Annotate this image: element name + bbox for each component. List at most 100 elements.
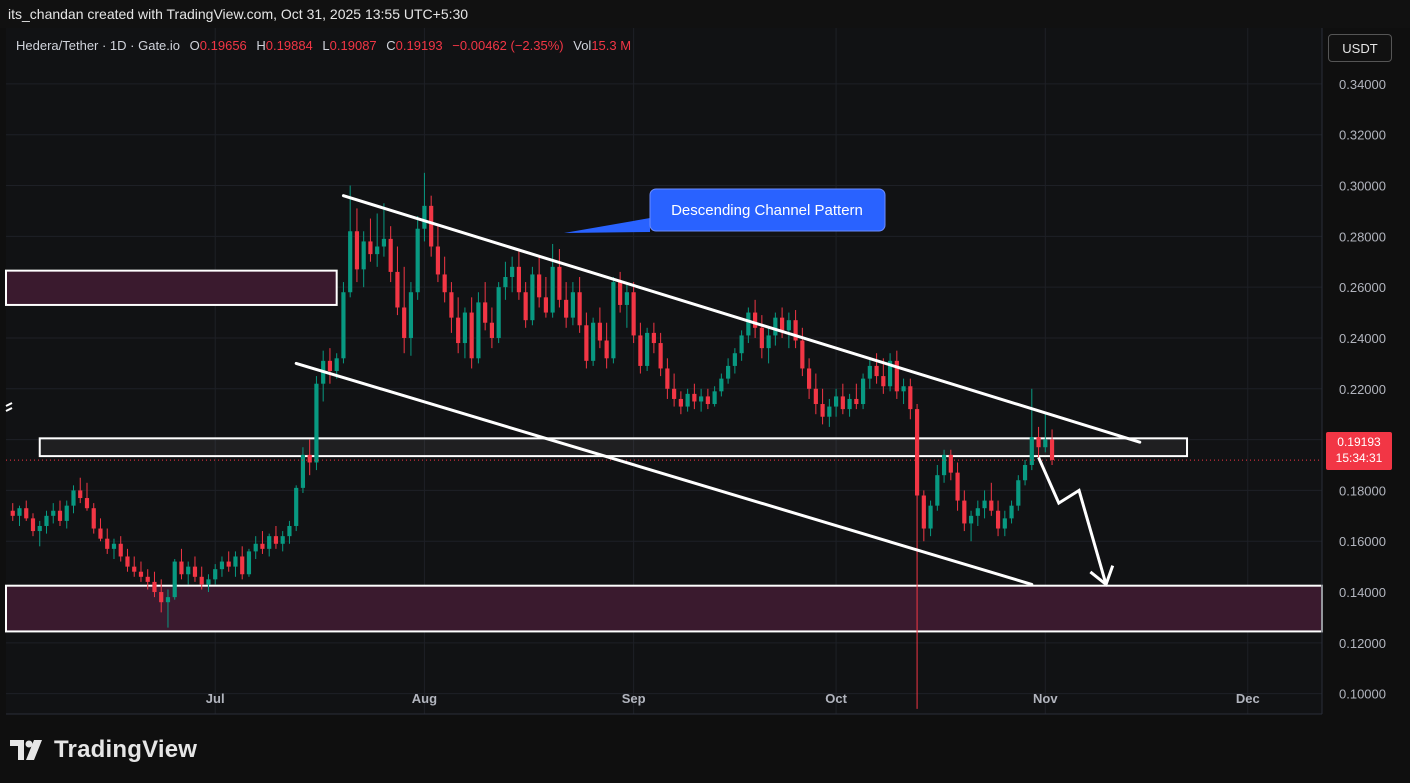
candle-body	[165, 597, 171, 603]
candle-body	[159, 592, 164, 603]
candle-body	[604, 340, 609, 359]
candle-body	[854, 398, 859, 405]
callout-box	[649, 188, 886, 232]
time-tick-label: Jul	[206, 691, 225, 706]
edge-marker-icon	[5, 402, 13, 412]
candle-body	[213, 569, 218, 580]
candle-body	[395, 271, 400, 308]
candle-body	[260, 543, 265, 549]
candle-body	[840, 396, 845, 410]
legend-high-label: H	[256, 38, 266, 53]
candle-body	[172, 561, 177, 598]
trendline-layer	[5, 194, 1142, 587]
time-tick-label: Oct	[825, 691, 847, 706]
zone-layer	[5, 269, 1323, 633]
candle-body	[577, 292, 582, 326]
candle-body	[597, 322, 602, 341]
candle-body	[462, 312, 468, 344]
candle-body	[449, 292, 454, 318]
candle-body	[476, 302, 481, 359]
candle-body	[1016, 480, 1021, 506]
candle-body	[132, 566, 137, 572]
candle-body	[523, 292, 528, 321]
candle-body	[219, 561, 225, 570]
candle-body	[1022, 465, 1028, 481]
price-tick-label: 0.12000	[1339, 636, 1386, 651]
candle-body	[10, 510, 15, 516]
price-tick-label: 0.28000	[1339, 229, 1386, 244]
candle-body	[887, 360, 893, 387]
candle-body	[564, 299, 569, 318]
candle-body	[928, 505, 933, 529]
candle-body	[726, 365, 731, 379]
candle-body	[381, 238, 387, 247]
candle-body	[705, 396, 710, 405]
candle-body	[489, 322, 494, 338]
candle-body	[672, 388, 677, 399]
price-tick-label: 0.26000	[1339, 280, 1386, 295]
candle-body	[658, 343, 663, 369]
legend-close-value: 0.19193	[395, 38, 443, 53]
candle-body	[30, 518, 36, 532]
projection-arrow	[1037, 456, 1108, 585]
candle-body	[941, 454, 947, 476]
legend-open-label: O	[189, 38, 200, 53]
candle-body	[226, 561, 231, 567]
candle-body	[307, 454, 312, 463]
candle-body	[820, 404, 825, 417]
price-tick-label: 0.30000	[1339, 179, 1386, 194]
candle-body	[84, 498, 90, 509]
candle-body	[618, 282, 623, 305]
price-tick-label: 0.32000	[1339, 128, 1386, 143]
candle-body	[233, 556, 238, 567]
last-price-value: 0.19193	[1337, 435, 1381, 449]
candle-body	[584, 325, 589, 361]
candle-body	[847, 398, 852, 410]
candle-body	[64, 505, 69, 521]
candle-body	[1009, 505, 1014, 519]
candle-body	[813, 388, 818, 405]
candle-body	[24, 508, 29, 519]
candle-body	[712, 391, 717, 405]
last-price-tag: 0.19193 15:34:31	[1326, 432, 1392, 470]
candle-body	[408, 292, 414, 338]
time-tick-label: Nov	[1033, 691, 1058, 706]
candle-body	[955, 472, 960, 501]
price-axis: 0.34000 0.32000 0.30000 0.28000 0.26000 0.240…	[1339, 77, 1386, 702]
candle-body	[867, 365, 872, 379]
legend-high-value: 0.19884	[265, 38, 313, 53]
legend-symbol: Hedera/Tether · 1D · Gate.io	[16, 38, 181, 53]
candle-body	[145, 576, 150, 582]
candle-body	[793, 320, 798, 341]
legend-low-label: L	[322, 38, 330, 53]
time-tick-label: Sep	[622, 691, 646, 706]
candle-body	[199, 576, 204, 585]
candle-body	[1049, 439, 1055, 460]
candle-body	[348, 231, 353, 293]
candle-body	[435, 246, 441, 275]
candle-body	[78, 490, 83, 499]
candle-body	[1029, 437, 1034, 466]
candle-body	[881, 376, 886, 387]
candle-body	[995, 510, 1001, 529]
candle-body	[456, 317, 461, 344]
candle-body	[510, 266, 515, 277]
candle-body	[982, 500, 987, 509]
candle-body	[91, 508, 96, 529]
brand: TradingView	[10, 736, 197, 764]
candle-body	[807, 368, 812, 389]
candle-body	[692, 393, 697, 402]
candle-body	[1002, 518, 1007, 529]
candle-body	[591, 322, 596, 361]
candle-body	[773, 317, 778, 336]
currency-button[interactable]: USDT	[1328, 34, 1392, 62]
channel-upper-line	[341, 194, 1142, 444]
top-bar: its_chandan created with TradingView.com…	[0, 0, 1410, 28]
candle-body	[935, 475, 940, 506]
candle-body	[759, 327, 764, 349]
time-tick-label: Aug	[412, 691, 437, 706]
candle-body	[341, 292, 346, 359]
candle-body	[361, 241, 366, 270]
candle-body	[685, 393, 690, 407]
